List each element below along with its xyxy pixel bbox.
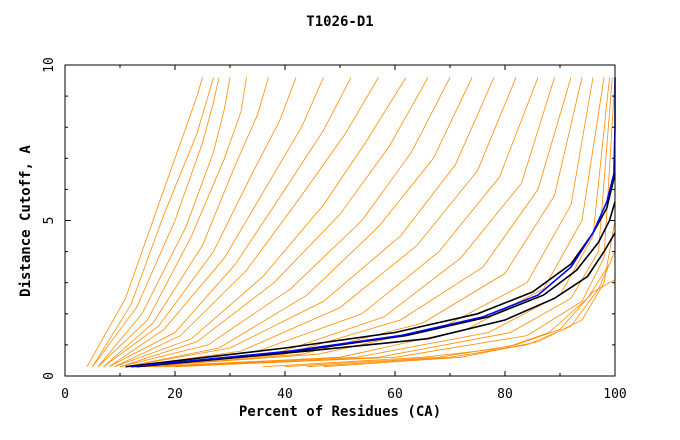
- series-layer: [86, 77, 616, 368]
- plot-frame: [64, 64, 616, 377]
- y-tick-label: 5: [42, 217, 57, 225]
- series-line-15: [125, 77, 495, 368]
- x-tick-label: 0: [61, 387, 69, 402]
- series-line-22: [147, 77, 605, 368]
- series-line-3: [92, 77, 220, 367]
- series-line-30: [125, 173, 616, 368]
- series-line-5: [97, 77, 247, 367]
- y-tick-label: 0: [42, 372, 57, 380]
- series-line-32: [136, 232, 616, 368]
- x-tick-label: 20: [167, 387, 183, 402]
- series-line-33: [130, 77, 616, 368]
- x-tick-label: 60: [387, 387, 403, 402]
- tick-layer: 0 20 40 60 80 100 0 5 10: [42, 57, 627, 402]
- x-tick-label: 40: [277, 387, 293, 402]
- x-tick-label: 100: [603, 387, 626, 402]
- series-line-16: [130, 77, 517, 368]
- series-line-10: [114, 77, 379, 368]
- series-line-25: [174, 77, 616, 368]
- y-tick-label: 10: [42, 57, 57, 73]
- series-line-27: [284, 279, 616, 368]
- chart-title: T1026-D1: [306, 14, 374, 30]
- x-axis-label: Percent of Residues (CA): [238, 404, 442, 420]
- series-line-8: [108, 77, 324, 368]
- series-line-12: [119, 77, 429, 368]
- series-line-17: [130, 77, 539, 368]
- series-line-20: [141, 77, 583, 368]
- series-line-29: [323, 220, 616, 368]
- series-line-24: [163, 77, 613, 368]
- series-line-2: [92, 77, 214, 367]
- series-line-13: [119, 77, 451, 368]
- y-axis-label: Distance Cutoff, A: [18, 145, 34, 297]
- series-line-4: [97, 77, 231, 367]
- series-line-23: [152, 77, 610, 368]
- series-line-14: [125, 77, 473, 368]
- series-line-21: [141, 77, 594, 368]
- series-line-26: [262, 263, 610, 368]
- x-tick-label: 80: [497, 387, 513, 402]
- series-line-1: [86, 77, 203, 367]
- series-line-19: [136, 77, 572, 368]
- series-line-11: [114, 77, 407, 368]
- series-line-28: [306, 251, 616, 368]
- series-line-7: [103, 77, 297, 368]
- series-line-9: [108, 77, 352, 368]
- series-line-6: [103, 77, 269, 368]
